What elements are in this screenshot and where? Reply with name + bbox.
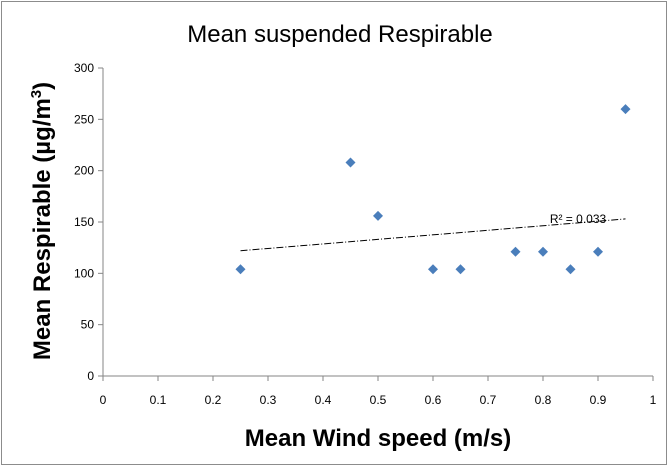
data-points: [235, 104, 631, 275]
y-tick-label: 100: [74, 266, 94, 280]
data-point: [373, 210, 383, 221]
chart-title: Mean suspended Respirable: [187, 21, 493, 48]
trendline: [240, 218, 626, 252]
r-squared-annotation: R² = 0.033: [550, 212, 607, 226]
x-tick-label: 0: [100, 393, 107, 407]
x-tick-label: 1: [650, 393, 657, 407]
data-point: [510, 246, 521, 257]
data-point: [235, 264, 246, 275]
data-point: [565, 264, 576, 275]
y-axis-title-close: ): [29, 82, 56, 90]
data-point: [455, 264, 466, 275]
x-tick-label: 0.9: [590, 393, 607, 407]
y-tick-label: 50: [81, 318, 95, 332]
x-tick-label: 0.5: [370, 393, 387, 407]
y-tick-label: 250: [74, 112, 94, 126]
data-point: [620, 104, 631, 115]
x-tick-label: 0.4: [315, 393, 332, 407]
trendline-group: [240, 218, 626, 252]
data-point: [428, 264, 438, 275]
y-tick-label: 0: [87, 369, 94, 383]
x-tick-label: 0.2: [205, 393, 222, 407]
x-tick-label: 0.7: [480, 393, 497, 407]
x-axis-title: Mean Wind speed (m/s): [245, 425, 511, 452]
x-tick-label: 0.6: [425, 393, 442, 407]
y-tick-label: 150: [74, 215, 94, 229]
y-tick-labels: 0 50 100 150 200 250 300: [74, 61, 103, 383]
y-axis-title: Mean Respirable (µg/m3): [28, 82, 56, 360]
y-tick-label: 200: [74, 164, 94, 178]
data-point: [538, 246, 548, 257]
x-tick-label: 0.8: [535, 393, 552, 407]
x-tick-label: 0.3: [260, 393, 277, 407]
y-tick-label: 300: [74, 61, 94, 75]
data-point: [345, 157, 356, 168]
y-axis-title-superscript: 3: [28, 90, 45, 98]
x-tick-labels: 0 0.1 0.2 0.3 0.4 0.5 0.6 0.7 0.8 0.9 1: [100, 376, 657, 407]
data-point: [593, 246, 603, 257]
x-tick-label: 0.1: [150, 393, 167, 407]
y-axis-title-main: Mean Respirable (µg/m: [29, 98, 56, 360]
